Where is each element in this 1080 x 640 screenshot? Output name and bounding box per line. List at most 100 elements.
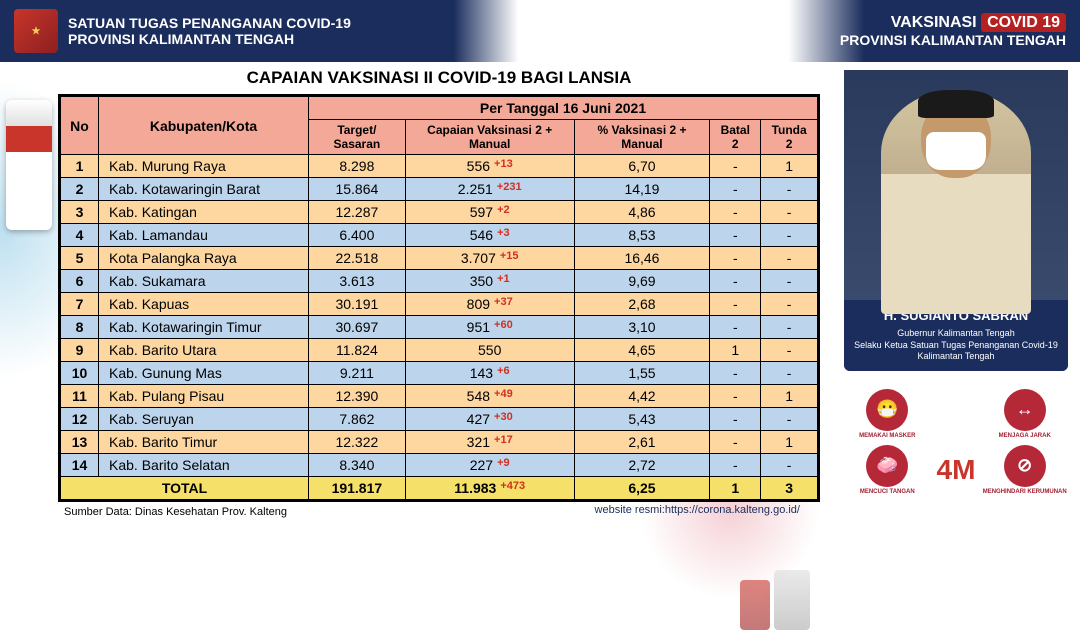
cell-target: 12.322 [309,431,406,454]
cell-name: Kota Palangka Raya [99,247,309,270]
cell-pct: 2,72 [574,454,710,477]
col-no: No [61,97,99,155]
col-batal: Batal 2 [710,120,761,155]
cell-target: 30.191 [309,293,406,316]
cell-name: Kab. Barito Selatan [99,454,309,477]
cell-batal: - [710,362,761,385]
cell-capaian: 143+6 [405,362,574,385]
covid-badge: COVID 19 [981,13,1066,32]
cell-tunda: - [761,270,818,293]
main-content: CAPAIAN VAKSINASI II COVID-19 BAGI LANSI… [0,62,840,524]
table-row: 3Kab. Katingan12.287597+24,86-- [61,201,818,224]
table-row: 11Kab. Pulang Pisau12.390548+494,42-1 [61,385,818,408]
cell-no: 1 [61,155,99,178]
cell-capaian: 809+37 [405,293,574,316]
cell-no: 8 [61,316,99,339]
cell-capaian: 2.251+231 [405,178,574,201]
cell-batal: - [710,155,761,178]
table-row: 7Kab. Kapuas30.191809+372,68-- [61,293,818,316]
header-right-line2: PROVINSI KALIMANTAN TENGAH [840,32,1066,48]
table-row: 1Kab. Murung Raya8.298556+136,70-1 [61,155,818,178]
cell-name: Kab. Seruyan [99,408,309,431]
header-left-text: SATUAN TUGAS PENANGANAN COVID-19 PROVINS… [68,15,351,47]
cell-target: 11.824 [309,339,406,362]
table-row: 6Kab. Sukamara3.613350+19,69-- [61,270,818,293]
cell-batal: - [710,431,761,454]
cell-batal: - [710,293,761,316]
crowd-icon: ⊘MENGHINDARI KERUMUNAN [983,445,1067,495]
header-bar: ★ SATUAN TUGAS PENANGANAN COVID-19 PROVI… [0,0,1080,62]
cell-tunda: 1 [761,431,818,454]
province-logo-icon: ★ [14,9,58,53]
total-target: 191.817 [309,477,406,500]
cell-no: 2 [61,178,99,201]
cell-name: Kab. Katingan [99,201,309,224]
cell-target: 8.298 [309,155,406,178]
table-row: 13Kab. Barito Timur12.322321+172,61-1 [61,431,818,454]
cell-name: Kab. Barito Utara [99,339,309,362]
cell-pct: 4,65 [574,339,710,362]
cell-target: 6.400 [309,224,406,247]
cell-batal: - [710,247,761,270]
protocol-icons: 😷MEMAKAI MASKER ↔MENJAGA JARAK 🧼MENCUCI … [844,389,1068,495]
cell-batal: - [710,270,761,293]
cell-target: 9.211 [309,362,406,385]
total-tunda: 3 [761,477,818,500]
cell-pct: 5,43 [574,408,710,431]
date-header: Per Tanggal 16 Juni 2021 [309,97,818,120]
governor-card: H. SUGIANTO SABRAN Gubernur Kalimantan T… [844,70,1068,371]
cell-name: Kab. Sukamara [99,270,309,293]
distance-icon: ↔MENJAGA JARAK [999,389,1051,439]
cell-name: Kab. Murung Raya [99,155,309,178]
cell-capaian: 550 [405,339,574,362]
cell-batal: - [710,454,761,477]
cell-tunda: - [761,178,818,201]
cell-capaian: 3.707+15 [405,247,574,270]
cell-target: 12.287 [309,201,406,224]
cell-batal: - [710,201,761,224]
table-row: 2Kab. Kotawaringin Barat15.8642.251+2311… [61,178,818,201]
cell-name: Kab. Lamandau [99,224,309,247]
table-row: 4Kab. Lamandau6.400546+38,53-- [61,224,818,247]
governor-photo [844,70,1068,300]
cell-tunda: 1 [761,385,818,408]
cell-name: Kab. Kotawaringin Barat [99,178,309,201]
table-row: 8Kab. Kotawaringin Timur30.697951+603,10… [61,316,818,339]
total-capaian: 11.983+473 [405,477,574,500]
col-tunda: Tunda 2 [761,120,818,155]
cell-tunda: - [761,316,818,339]
vaccine-bottom-icon [740,540,810,630]
cell-no: 5 [61,247,99,270]
cell-capaian: 321+17 [405,431,574,454]
cell-name: Kab. Kotawaringin Timur [99,316,309,339]
col-kab: Kabupaten/Kota [99,97,309,155]
cell-batal: - [710,408,761,431]
total-pct: 6,25 [574,477,710,500]
cell-pct: 8,53 [574,224,710,247]
cell-target: 12.390 [309,385,406,408]
cell-pct: 16,46 [574,247,710,270]
cell-name: Kab. Pulang Pisau [99,385,309,408]
cell-batal: 1 [710,339,761,362]
cell-tunda: - [761,454,818,477]
center-4m-label: 4M [937,454,976,486]
cell-tunda: - [761,224,818,247]
header-right-text: VAKSINASI COVID 19 PROVINSI KALIMANTAN T… [840,14,1066,48]
col-target: Target/ Sasaran [309,120,406,155]
table-row: 14Kab. Barito Selatan8.340227+92,72-- [61,454,818,477]
cell-pct: 3,10 [574,316,710,339]
cell-tunda: - [761,408,818,431]
cell-no: 12 [61,408,99,431]
cell-no: 13 [61,431,99,454]
cell-pct: 14,19 [574,178,710,201]
cell-capaian: 597+2 [405,201,574,224]
cell-no: 9 [61,339,99,362]
cell-tunda: - [761,339,818,362]
cell-no: 14 [61,454,99,477]
cell-target: 8.340 [309,454,406,477]
cell-pct: 4,42 [574,385,710,408]
cell-pct: 2,68 [574,293,710,316]
cell-batal: - [710,385,761,408]
cell-no: 7 [61,293,99,316]
cell-target: 30.697 [309,316,406,339]
